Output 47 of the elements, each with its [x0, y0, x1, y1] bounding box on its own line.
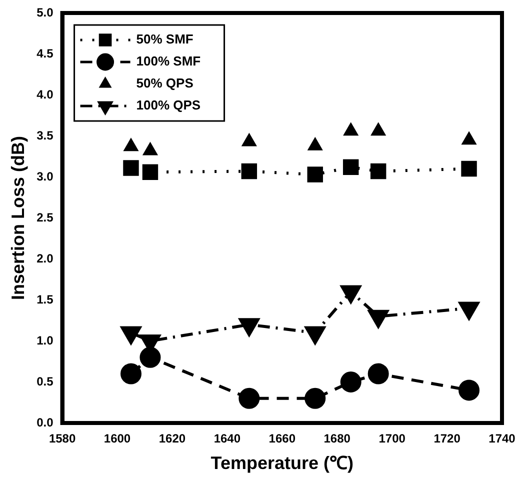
point [123, 160, 139, 176]
point [372, 124, 386, 136]
x-tick-label: 1600 [104, 432, 131, 446]
y-tick-label: 2.0 [36, 251, 54, 266]
x-tick-label: 1660 [268, 432, 296, 446]
y-tick-label: 3.0 [36, 169, 54, 184]
point [142, 164, 158, 180]
x-tick-label: 1640 [214, 432, 241, 446]
y-tick-label: 3.5 [36, 128, 54, 142]
point [241, 163, 258, 180]
point [458, 380, 480, 401]
point [461, 160, 477, 177]
y-tick-label: 0.0 [36, 415, 54, 430]
legend-label: 100% QPS [136, 98, 201, 113]
x-tick-label: 1720 [434, 432, 461, 446]
x-tick-label: 1580 [48, 432, 76, 446]
point [120, 363, 142, 384]
point [308, 138, 322, 150]
point [238, 388, 260, 409]
point [344, 124, 358, 136]
y-tick-label: 4.0 [36, 87, 54, 102]
y-tick-label: 1.0 [36, 333, 54, 348]
y-tick-label: 2.5 [36, 210, 54, 224]
x-tick-label: 1620 [158, 432, 186, 446]
x-tick-label: 1740 [488, 432, 516, 446]
point [304, 388, 326, 409]
point [340, 372, 362, 392]
legend-label: 50% SMF [136, 32, 194, 47]
point [144, 143, 157, 156]
y-tick-label: 4.5 [36, 46, 54, 60]
x-axis-title: Temperature (℃) [210, 453, 354, 474]
point [140, 346, 161, 368]
point [307, 166, 323, 182]
x-tick-label: 1680 [324, 432, 351, 446]
point [370, 163, 386, 180]
y-tick-label: 0.5 [36, 374, 54, 388]
legend-label: 50% QPS [136, 76, 194, 91]
point [462, 132, 476, 145]
point [124, 139, 138, 152]
x-tick-label: 1700 [378, 432, 406, 446]
y-tick-label: 1.5 [36, 292, 54, 306]
point [242, 134, 256, 146]
y-axis-title: Insertion Loss (dB) [8, 136, 28, 300]
point [368, 363, 389, 384]
y-tick-label: 5.0 [36, 5, 54, 20]
point [342, 159, 359, 176]
legend-label: 100% SMF [136, 54, 201, 69]
